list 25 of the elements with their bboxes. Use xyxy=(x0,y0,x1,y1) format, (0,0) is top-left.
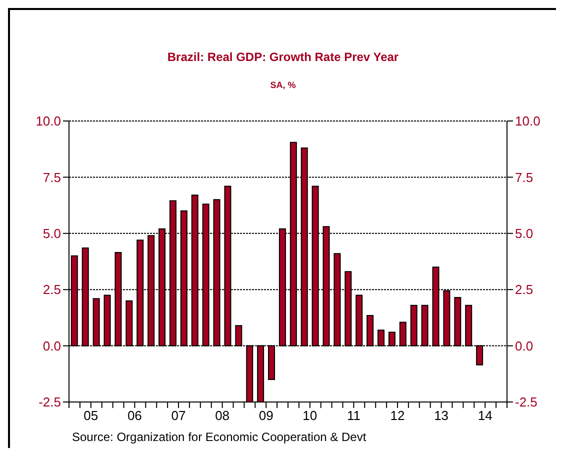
source-note: Source: Organization for Economic Cooperation & Devt xyxy=(72,430,366,444)
y2-tick-label: 0.0 xyxy=(515,338,534,354)
x-tick-label: 06 xyxy=(127,408,142,423)
x-tick-label: 11 xyxy=(346,408,360,423)
y-tick-label: -2.5 xyxy=(38,394,61,410)
x-tick-label: 08 xyxy=(215,408,230,423)
x-tick-label: 14 xyxy=(478,408,492,423)
y2-tick-label: 5.0 xyxy=(515,226,534,242)
x-tick-label: 09 xyxy=(258,408,274,423)
y2-tick-label: 2.5 xyxy=(515,282,534,298)
y2-tick-label: -2.5 xyxy=(515,394,538,410)
x-tick-label: 13 xyxy=(434,408,449,423)
x-tick-label: 12 xyxy=(390,408,405,423)
x-tick-label: 10 xyxy=(302,408,318,423)
chart-title: Brazil: Real GDP: Growth Rate Prev Year xyxy=(166,50,400,64)
y-tick-label: 7.5 xyxy=(42,170,61,185)
y-tick-label: 10.0 xyxy=(36,114,61,129)
x-tick-label: 05 xyxy=(84,408,98,423)
y-tick-label: 5.0 xyxy=(42,226,61,242)
y-tick-label: 0.0 xyxy=(42,338,61,354)
x-tick-label: 07 xyxy=(171,408,186,423)
y2-tick-label: 7.5 xyxy=(515,170,534,185)
chart-subtitle: SA, % xyxy=(269,80,297,90)
y2-tick-label: 10.0 xyxy=(515,114,540,129)
y-tick-label: 2.5 xyxy=(42,282,61,298)
